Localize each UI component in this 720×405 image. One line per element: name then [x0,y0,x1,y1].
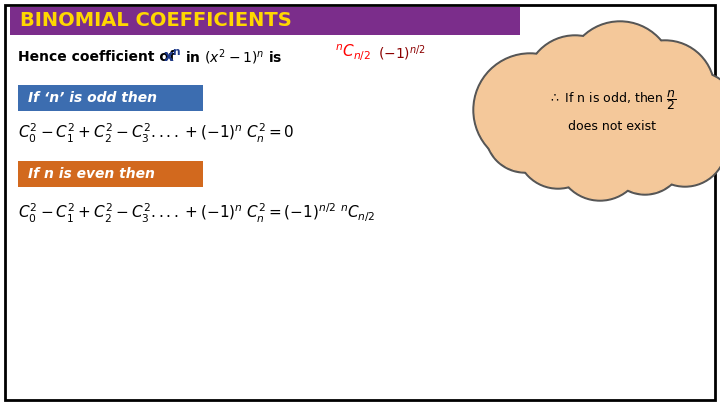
Text: $\mathbf{x^n}$: $\mathbf{x^n}$ [163,49,181,65]
Circle shape [653,73,720,157]
Text: ${}^nC_{n/2}$: ${}^nC_{n/2}$ [335,43,371,63]
Circle shape [615,40,715,140]
Circle shape [475,55,585,165]
Circle shape [643,103,720,187]
FancyBboxPatch shape [18,85,203,111]
Circle shape [487,95,563,171]
Circle shape [518,107,598,187]
Text: Hence coefficient of: Hence coefficient of [18,50,180,64]
Text: If ‘n’ is odd then: If ‘n’ is odd then [28,91,157,105]
Text: $(-1)^{n/2}$: $(-1)^{n/2}$ [378,43,426,63]
Text: $\therefore$ If n is odd, then $\dfrac{n}{2}$: $\therefore$ If n is odd, then $\dfrac{n… [548,88,676,112]
Text: If n is even then: If n is even then [28,167,155,181]
Circle shape [473,53,587,167]
FancyBboxPatch shape [10,7,520,35]
Circle shape [516,105,600,189]
Circle shape [548,53,672,177]
Circle shape [556,113,644,201]
Circle shape [645,105,720,185]
Circle shape [605,115,685,195]
Circle shape [558,115,642,199]
Circle shape [617,42,713,138]
Circle shape [651,71,720,159]
Text: BINOMIAL COEFFICIENTS: BINOMIAL COEFFICIENTS [20,11,292,30]
Circle shape [525,35,625,135]
Text: $C_0^2 - C_1^2 + C_2^2 - C_3^2....+(-1)^n\;C_n^2 = (-1)^{n/2}\;{}^nC_{n/2}$: $C_0^2 - C_1^2 + C_2^2 - C_3^2....+(-1)^… [18,201,376,225]
Circle shape [550,55,670,175]
Circle shape [566,21,674,129]
FancyBboxPatch shape [18,161,203,187]
Text: does not exist: does not exist [568,121,656,134]
Circle shape [607,117,683,193]
Circle shape [527,37,623,133]
Circle shape [568,23,672,127]
Text: in $(x^2 - 1)^n$ is: in $(x^2 - 1)^n$ is [185,47,283,67]
Text: $C_0^2 - C_1^2 + C_2^2 - C_3^2....+(-1)^n\;C_n^2 = 0$: $C_0^2 - C_1^2 + C_2^2 - C_3^2....+(-1)^… [18,122,294,145]
FancyBboxPatch shape [5,5,715,400]
Circle shape [485,93,565,173]
